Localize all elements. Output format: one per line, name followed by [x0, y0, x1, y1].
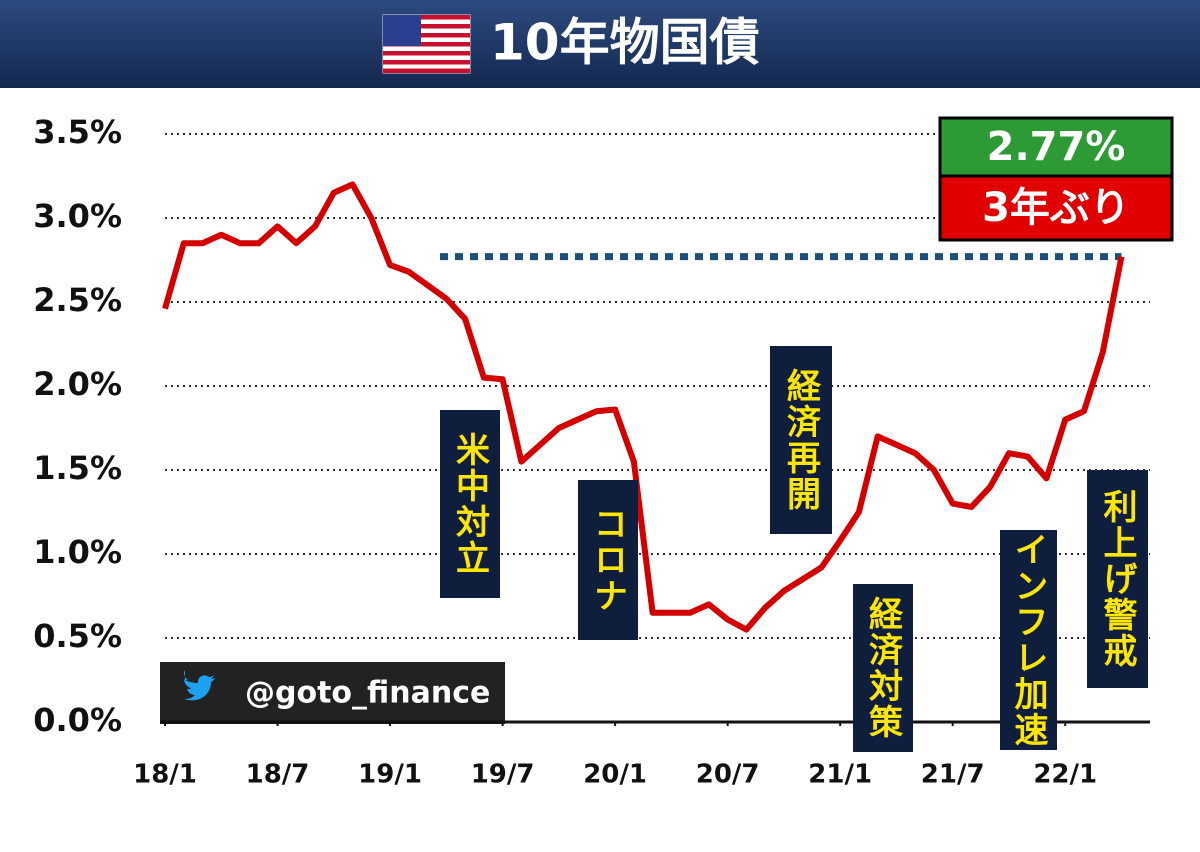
badge-note-box	[938, 174, 1174, 242]
y-tick-label: 2.5%	[33, 281, 122, 319]
bird-icon	[184, 670, 215, 701]
y-tick-label: 3.0%	[33, 197, 122, 235]
y-tick-label: 1.0%	[33, 533, 122, 571]
y-tick-label: 0.0%	[33, 701, 122, 739]
flag	[382, 14, 471, 74]
x-tick-label: 20/1	[583, 760, 647, 790]
title: 10年物国債	[490, 14, 760, 72]
badge-note: 3年ぶり	[982, 185, 1130, 231]
y-tick-label: 1.5%	[33, 449, 122, 487]
x-tick-label: 21/1	[808, 760, 872, 790]
credit-box	[160, 662, 505, 724]
x-tick-label: 19/7	[471, 760, 535, 790]
x-tick-label: 18/7	[246, 760, 310, 790]
x-tick-label: 19/1	[358, 760, 422, 790]
data-line	[162, 181, 1125, 633]
credit: @goto_finance	[245, 676, 490, 711]
annotation: インフレ加速	[1000, 530, 1057, 750]
x-tick-label: 22/1	[1033, 760, 1097, 790]
annotation: 利上げ警戒	[1087, 470, 1148, 688]
badge-value: 2.77%	[987, 124, 1126, 170]
y-tick-label: 2.0%	[33, 365, 122, 403]
annotation: 経済対策	[853, 584, 913, 752]
annotation: 米中対立	[440, 410, 500, 598]
x-tick-label: 21/7	[921, 760, 985, 790]
x-tick-label: 18/1	[133, 760, 197, 790]
annotation: コロナ	[578, 480, 638, 640]
x-tick-label: 20/7	[696, 760, 760, 790]
header	[0, 0, 1200, 88]
annotation: 経済再開	[770, 346, 832, 534]
y-tick-label: 3.5%	[33, 113, 122, 151]
y-tick-label: 0.5%	[33, 617, 122, 655]
